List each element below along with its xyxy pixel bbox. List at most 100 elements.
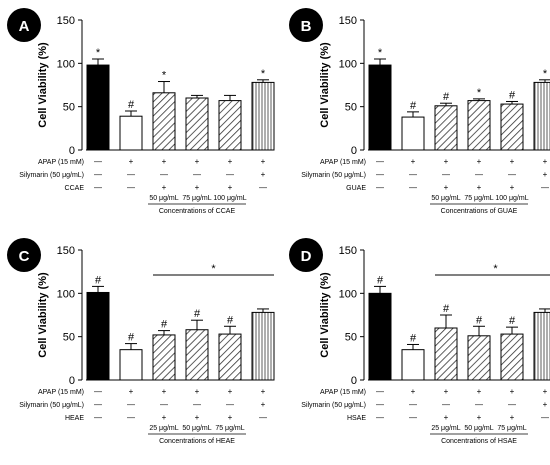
y-tick-label: 100 <box>57 288 75 300</box>
significance-mark-1: # <box>410 100 417 112</box>
row-cell: + <box>543 400 548 409</box>
panel-label: A <box>19 18 30 35</box>
chart-panel-d: D 0 50 100 150 Cell Viability (%) # # # # # * APAP (… <box>289 238 550 445</box>
bar-3 <box>185 329 209 381</box>
y-axis-label: Cell Viability (%) <box>319 272 331 358</box>
row-cell: — <box>226 170 234 179</box>
significance-mark-0: # <box>377 274 384 286</box>
row-cell: — <box>541 183 549 192</box>
row-cell: — <box>376 387 384 396</box>
y-tick-label: 0 <box>351 375 357 387</box>
bar-1 <box>119 115 143 151</box>
row-cell: — <box>259 413 267 422</box>
concentration-label-2: 75 μg/mL <box>497 425 526 432</box>
y-tick-label: 50 <box>63 332 75 344</box>
row-cell: — <box>94 157 102 166</box>
concentration-label-0: 25 μg/mL <box>149 425 178 432</box>
y-tick-label: 100 <box>339 58 357 70</box>
y-tick-label: 0 <box>351 145 357 157</box>
significance-mark-4: # <box>227 314 234 326</box>
bar-4 <box>500 103 524 151</box>
row-cell: — <box>475 170 483 179</box>
row-cell: — <box>94 387 102 396</box>
row-cell: — <box>127 400 135 409</box>
significance-mark-1: # <box>128 99 135 111</box>
row-cell: — <box>442 400 450 409</box>
bar-0 <box>86 64 110 151</box>
row-cell: — <box>376 400 384 409</box>
row-cell: + <box>477 157 482 166</box>
bar-4 <box>218 100 242 151</box>
concentration-label-0: 50 μg/mL <box>149 195 178 202</box>
significance-mark-0: # <box>95 274 102 286</box>
significance-mark-5: * <box>261 68 266 80</box>
row-cell: — <box>127 413 135 422</box>
row-cell: — <box>376 413 384 422</box>
bar-5 <box>251 311 275 381</box>
row-cell: + <box>477 183 482 192</box>
row-cell: + <box>162 157 167 166</box>
significance-mark-0: * <box>96 47 101 59</box>
significance-mark-3: # <box>476 314 483 326</box>
y-tick-label: 150 <box>339 245 357 257</box>
bar-3 <box>467 335 491 381</box>
row-cell: + <box>444 387 449 396</box>
significance-mark-2: # <box>443 91 450 103</box>
significance-mark-1: # <box>128 332 135 344</box>
y-tick-label: 150 <box>339 15 357 27</box>
row-cell: — <box>160 170 168 179</box>
chart-panel-b: B 0 50 100 150 Cell Viability (%) * # # * # * APAP (… <box>289 8 550 215</box>
row-cell: + <box>195 413 200 422</box>
concentration-label-0: 25 μg/mL <box>431 425 460 432</box>
panel-label-badge <box>289 238 323 272</box>
bar-0 <box>86 291 110 381</box>
bar-1 <box>119 349 143 381</box>
bar-3 <box>467 100 491 151</box>
row-cell: + <box>510 413 515 422</box>
row-cell: + <box>261 400 266 409</box>
row-cell: + <box>444 413 449 422</box>
row-cell: + <box>444 157 449 166</box>
significance-mark-5: * <box>543 68 548 80</box>
row-label-1: Silymarin (50 μg/mL) <box>19 172 84 179</box>
bar-0 <box>368 292 392 381</box>
row-label-1: Silymarin (50 μg/mL) <box>19 402 84 409</box>
row-cell: — <box>376 157 384 166</box>
row-cell: + <box>162 183 167 192</box>
row-cell: — <box>94 400 102 409</box>
row-cell: + <box>543 157 548 166</box>
row-cell: — <box>94 183 102 192</box>
y-axis-label: Cell Viability (%) <box>319 42 331 128</box>
row-cell: + <box>162 413 167 422</box>
bar-0 <box>368 64 392 151</box>
bracket-label: * <box>211 263 216 275</box>
row-cell: + <box>510 387 515 396</box>
row-cell: — <box>541 413 549 422</box>
bar-2 <box>152 334 176 381</box>
significance-mark-1: # <box>410 332 417 344</box>
row-label-2: HSAE <box>347 415 366 422</box>
y-axis-label: Cell Viability (%) <box>37 42 49 128</box>
row-cell: + <box>444 183 449 192</box>
y-tick-label: 100 <box>57 58 75 70</box>
significance-mark-3: * <box>477 87 482 99</box>
row-cell: + <box>129 387 134 396</box>
row-cell: + <box>477 387 482 396</box>
row-cell: — <box>475 400 483 409</box>
concentration-group-label: Concentrations of HSAE <box>441 438 517 445</box>
concentration-label-2: 100 μg/mL <box>495 195 528 202</box>
row-cell: — <box>376 170 384 179</box>
row-cell: + <box>228 157 233 166</box>
row-cell: — <box>409 413 417 422</box>
row-cell: + <box>261 387 266 396</box>
concentration-label-1: 50 μg/mL <box>182 425 211 432</box>
bracket-label: * <box>493 263 498 275</box>
significance-mark-3: # <box>194 308 201 320</box>
bar-1 <box>401 349 425 381</box>
y-tick-label: 50 <box>345 102 357 114</box>
panel-label-badge <box>7 8 41 42</box>
significance-mark-4: # <box>509 315 516 327</box>
concentration-label-1: 50 μg/mL <box>464 425 493 432</box>
significance-mark-2: * <box>162 70 167 82</box>
